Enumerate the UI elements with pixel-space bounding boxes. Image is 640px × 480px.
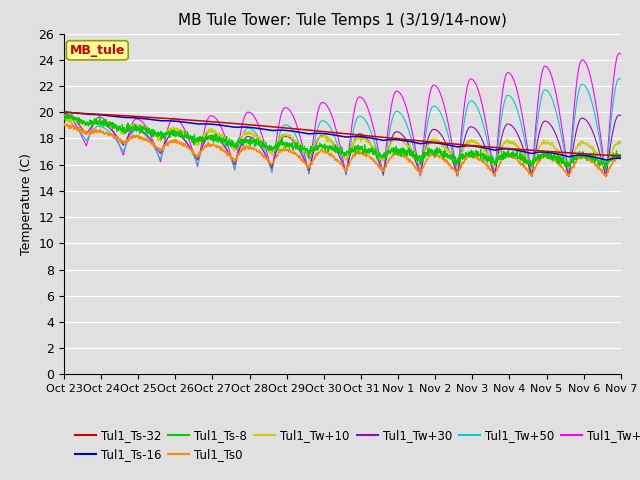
Y-axis label: Temperature (C): Temperature (C)	[20, 153, 33, 255]
Legend: Tul1_Ts-32, Tul1_Ts-16, Tul1_Ts-8, Tul1_Ts0, Tul1_Tw+10, Tul1_Tw+30, Tul1_Tw+50,: Tul1_Ts-32, Tul1_Ts-16, Tul1_Ts-8, Tul1_…	[70, 425, 640, 466]
Text: MB_tule: MB_tule	[70, 44, 125, 57]
Title: MB Tule Tower: Tule Temps 1 (3/19/14-now): MB Tule Tower: Tule Temps 1 (3/19/14-now…	[178, 13, 507, 28]
